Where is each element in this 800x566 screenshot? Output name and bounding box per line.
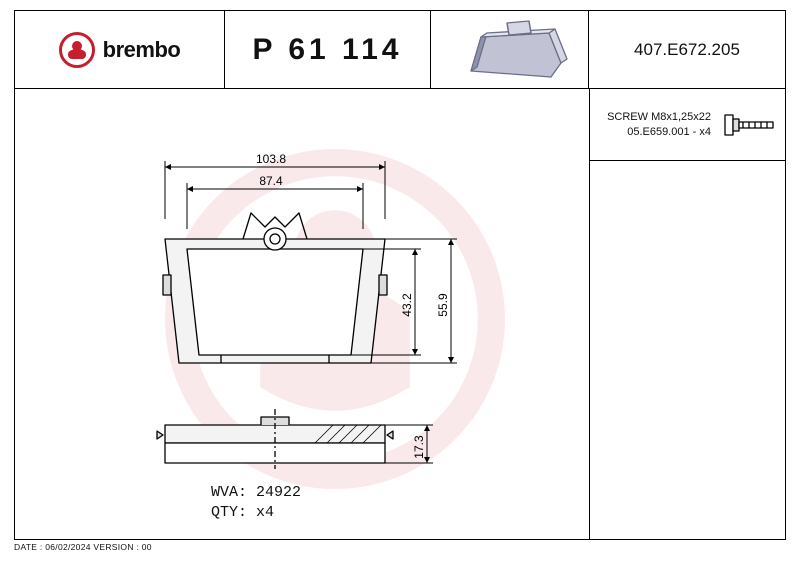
screw-line2: 05.E659.001 - x4 — [598, 125, 711, 139]
dim-height-outer: 55.9 — [436, 293, 450, 317]
brembo-logo-icon — [59, 32, 95, 68]
qty-value: x4 — [256, 504, 274, 521]
header-row: brembo P 61 114 407.E672.205 — [15, 11, 785, 89]
footer-meta: DATE : 06/02/2024 VERSION : 00 — [14, 542, 152, 552]
part-number: P 61 114 — [225, 11, 431, 88]
isometric-thumbnail — [431, 11, 589, 88]
qty-label: QTY: — [211, 504, 247, 521]
drawing-sheet: brembo P 61 114 407.E672.205 — [14, 10, 786, 540]
dim-width-outer: 103.8 — [256, 152, 286, 166]
technical-drawing: 103.8 87.4 — [15, 89, 591, 539]
screw-icon — [723, 105, 777, 145]
brand-name: brembo — [103, 37, 181, 63]
dim-height-inner: 43.2 — [400, 293, 414, 317]
dim-thickness: 17.3 — [412, 435, 426, 459]
brand-cell: brembo — [15, 11, 225, 88]
dim-width-inner: 87.4 — [259, 174, 283, 188]
wva-block: WVA: 24922 QTY: x4 — [211, 483, 301, 524]
screw-line1: SCREW M8x1,25x22 — [598, 110, 711, 124]
wva-label: WVA: — [211, 484, 247, 501]
reference-code: 407.E672.205 — [589, 11, 785, 88]
wva-value: 24922 — [256, 484, 301, 501]
accessory-column: SCREW M8x1,25x22 05.E659.001 - x4 — [589, 89, 785, 539]
screw-spec: SCREW M8x1,25x22 05.E659.001 - x4 — [590, 89, 785, 161]
drawing-body: 103.8 87.4 — [15, 89, 785, 539]
